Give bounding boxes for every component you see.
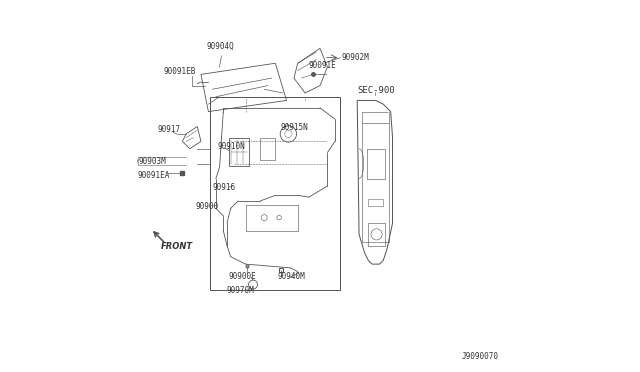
Text: 90940M: 90940M xyxy=(277,272,305,280)
Text: 90091EB: 90091EB xyxy=(164,67,196,76)
Text: 90916: 90916 xyxy=(212,183,236,192)
Text: 90902M: 90902M xyxy=(342,53,369,62)
Bar xyxy=(211,97,340,290)
Bar xyxy=(229,138,250,166)
Text: FRONT: FRONT xyxy=(161,242,193,251)
Text: 90091EA: 90091EA xyxy=(138,171,170,180)
Text: 90915N: 90915N xyxy=(281,123,308,132)
Text: 90903M: 90903M xyxy=(139,157,166,166)
Text: 90900: 90900 xyxy=(195,202,218,211)
Text: J9090070: J9090070 xyxy=(461,352,499,361)
Text: 90917: 90917 xyxy=(157,125,180,134)
Text: 90970M: 90970M xyxy=(226,286,254,295)
Text: 90900E: 90900E xyxy=(229,272,257,280)
Text: SEC-900: SEC-900 xyxy=(357,86,395,95)
Text: 90910N: 90910N xyxy=(218,142,246,151)
Text: 90904Q: 90904Q xyxy=(207,42,234,51)
Text: 90091E: 90091E xyxy=(309,61,337,70)
